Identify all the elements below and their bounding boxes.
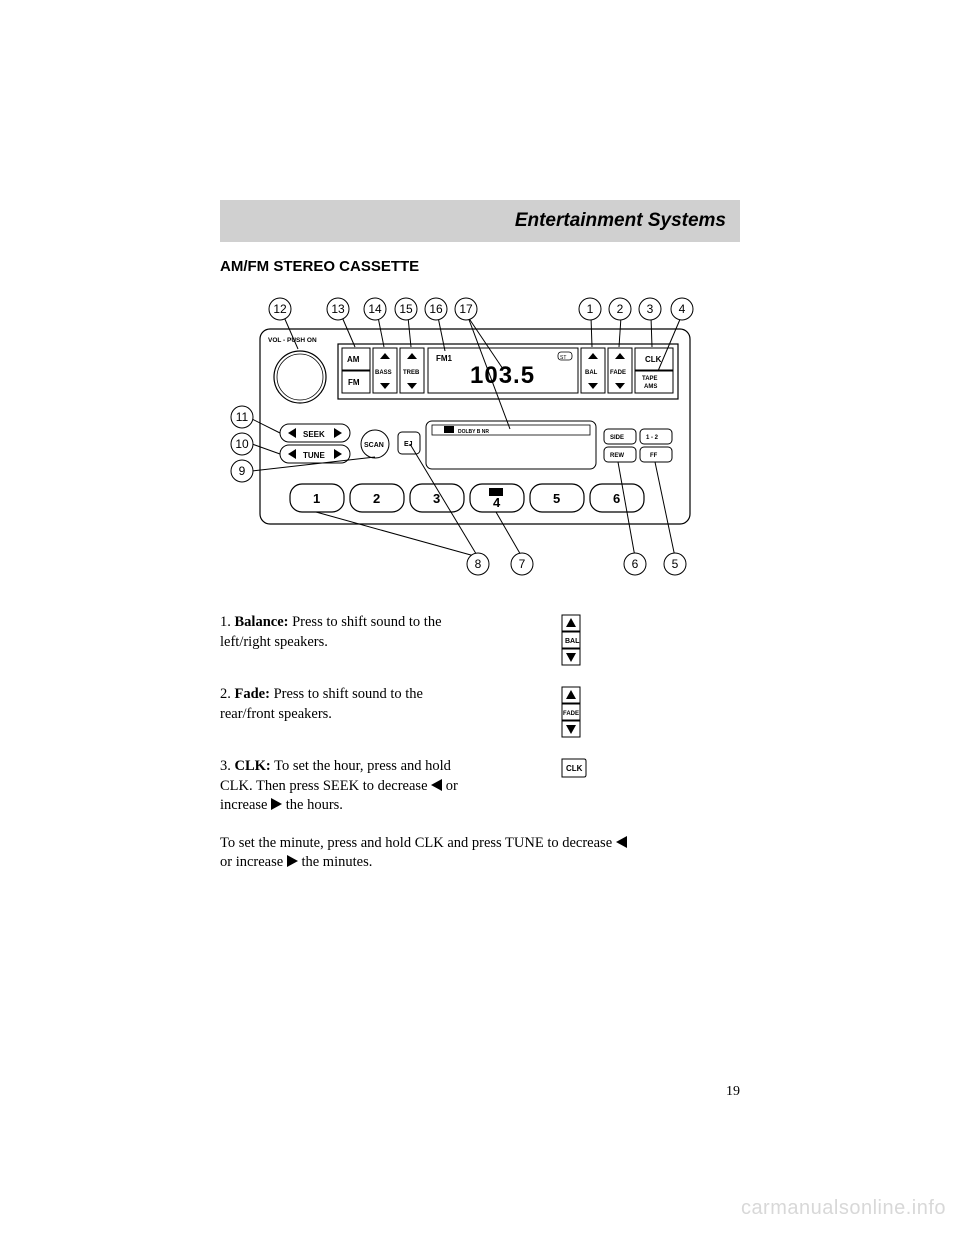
svg-text:ST: ST [560,355,566,361]
tail-pre: To set the minute, press and hold CLK an… [220,835,616,851]
chapter-title: Entertainment Systems [515,210,726,231]
svg-text:FADE: FADE [610,370,626,376]
svg-text:BAL: BAL [565,638,580,645]
svg-text:CLK: CLK [566,764,583,773]
svg-text:2: 2 [373,491,380,506]
page-content: Entertainment Systems AM/FM STEREO CASSE… [0,0,960,873]
watermark: carmanualsonline.info [741,1197,946,1220]
svg-text:9: 9 [239,464,246,478]
tail-mid: or increase [220,854,287,870]
svg-text:10: 10 [235,437,249,451]
svg-text:17: 17 [459,302,473,316]
item-desc-post: the hours. [282,797,343,813]
item-3: 3. CLK: To set the hour, press and hold … [220,757,740,816]
svg-text:11: 11 [236,410,249,424]
svg-text:REW: REW [610,453,624,459]
tail-paragraph: To set the minute, press and hold CLK an… [220,834,740,873]
svg-text:CLK: CLK [645,355,662,364]
svg-text:AM: AM [347,355,360,364]
svg-text:14: 14 [368,302,382,316]
svg-text:12: 12 [273,302,287,316]
svg-text:BASS: BASS [375,370,392,376]
item-num: 1. [220,614,231,630]
triangle-left-icon [616,836,627,848]
radio-diagram: VOL - PUSH ON AM FM BASS TREB FM1 103.5 … [220,289,720,589]
item-term: Fade: [235,686,270,702]
svg-text:2: 2 [617,302,624,316]
svg-text:FM1: FM1 [436,354,453,363]
svg-text:13: 13 [331,302,345,316]
svg-text:3: 3 [647,302,654,316]
triangle-right-icon [271,798,282,810]
svg-text:15: 15 [399,302,413,316]
svg-text:5: 5 [553,491,560,506]
tail-post: the minutes. [298,854,373,870]
section-title: AM/FM STEREO CASSETTE [220,258,740,275]
chapter-header: Entertainment Systems [220,200,740,242]
item-2: 2. Fade: Press to shift sound to the rea… [220,685,740,739]
item-1: 1. Balance: Press to shift sound to the … [220,613,740,667]
item-num: 3. [220,758,231,774]
svg-text:FF: FF [650,453,658,459]
vol-label: VOL - PUSH ON [268,337,317,344]
svg-text:FADE: FADE [563,711,579,717]
svg-text:TAPE: TAPE [642,376,658,382]
svg-text:SEEK: SEEK [303,430,325,439]
svg-text:4: 4 [493,495,501,510]
svg-text:TUNE: TUNE [303,451,325,460]
svg-text:TREB: TREB [403,370,420,376]
item-term: Balance: [235,614,289,630]
bal-icon: BAL [560,613,582,667]
fade-icon: FADE [560,685,582,739]
svg-text:6: 6 [632,557,639,571]
svg-text:8: 8 [475,557,482,571]
clk-icon: CLK [560,757,588,816]
body-text: 1. Balance: Press to shift sound to the … [220,613,740,873]
svg-text:FM: FM [348,378,360,387]
svg-text:5: 5 [672,557,679,571]
svg-text:1: 1 [587,302,594,316]
svg-text:DOLBY B NR: DOLBY B NR [458,429,489,435]
svg-text:SCAN: SCAN [364,442,384,449]
svg-text:16: 16 [429,302,443,316]
svg-text:SIDE: SIDE [610,435,624,441]
svg-text:1: 1 [313,491,320,506]
svg-text:1 - 2: 1 - 2 [646,435,659,441]
svg-text:103.5: 103.5 [470,362,535,389]
svg-text:4: 4 [679,302,686,316]
triangle-left-icon [431,779,442,791]
item-term: CLK: [235,758,271,774]
svg-text:6: 6 [613,491,620,506]
triangle-right-icon [287,855,298,867]
item-num: 2. [220,686,231,702]
svg-text:BAL: BAL [585,370,598,376]
page-number: 19 [726,1084,740,1100]
svg-text:7: 7 [519,557,526,571]
svg-text:AMS: AMS [644,384,657,390]
